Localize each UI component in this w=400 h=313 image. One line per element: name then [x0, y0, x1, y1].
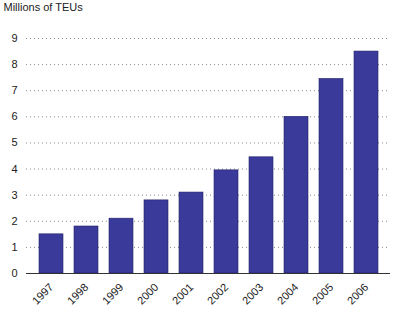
svg-text:2003: 2003: [240, 281, 266, 307]
svg-text:2005: 2005: [310, 281, 336, 307]
svg-text:2002: 2002: [205, 281, 231, 307]
svg-text:1: 1: [11, 241, 17, 253]
svg-text:8: 8: [11, 58, 17, 70]
svg-text:5: 5: [11, 136, 17, 148]
svg-text:9: 9: [11, 32, 17, 44]
svg-text:2000: 2000: [135, 281, 161, 307]
svg-text:Millions of TEUs: Millions of TEUs: [4, 1, 84, 13]
svg-text:2004: 2004: [275, 281, 301, 307]
svg-text:2001: 2001: [170, 281, 196, 307]
svg-text:1998: 1998: [65, 281, 91, 307]
svg-text:1999: 1999: [100, 281, 126, 307]
svg-text:7: 7: [11, 84, 17, 96]
svg-text:6: 6: [11, 110, 17, 122]
svg-text:2: 2: [11, 215, 17, 227]
svg-text:1997: 1997: [30, 281, 56, 307]
svg-text:4: 4: [11, 163, 17, 175]
svg-text:3: 3: [11, 189, 17, 201]
svg-text:0: 0: [11, 267, 17, 279]
svg-text:2006: 2006: [345, 281, 371, 307]
